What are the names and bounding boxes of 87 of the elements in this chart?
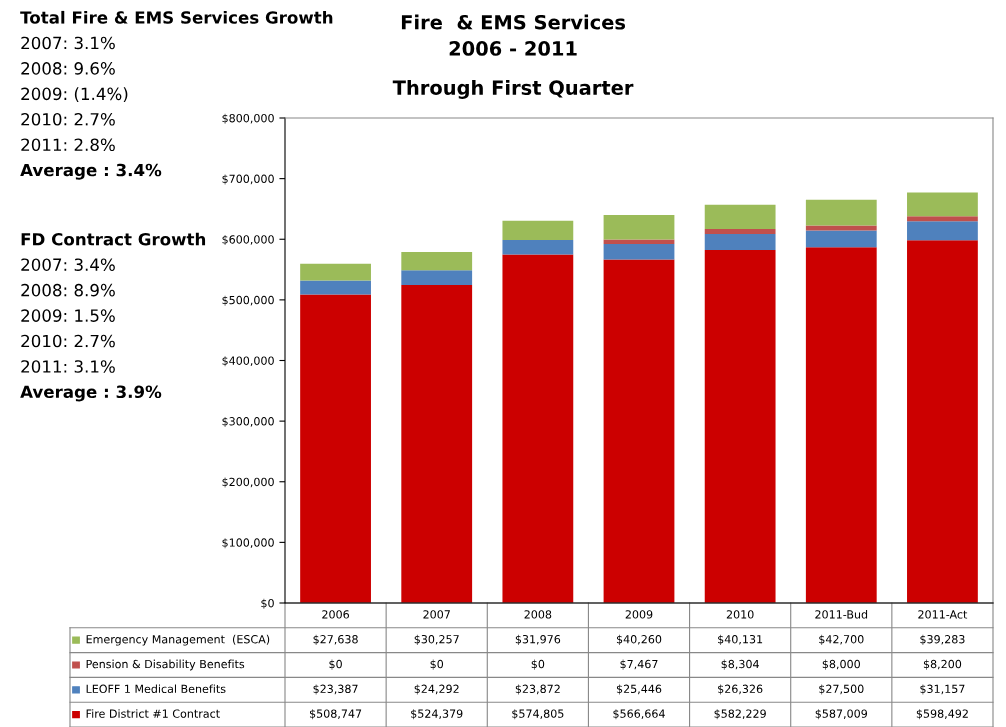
y-tick-label: $400,000 [222, 356, 274, 367]
data-label: $24,292 [414, 684, 459, 695]
data-label: $574,805 [512, 709, 564, 720]
bar [907, 216, 978, 222]
data-label: $508,747 [309, 709, 362, 720]
legend-label: LEOFF 1 Medical Benefits [86, 684, 226, 694]
text: Average : 3.9% [20, 385, 162, 402]
data-label: $0 [531, 659, 545, 670]
x-tick-label: 2010 [726, 610, 754, 619]
data-label: $566,664 [613, 709, 665, 720]
text: 2007: 3.4% [21, 258, 115, 271]
x-tick-label: 2007 [423, 610, 450, 619]
bar [907, 192, 978, 217]
text: 2011: 3.1% [21, 360, 115, 373]
bar [805, 199, 877, 226]
text: 2010: 2.7% [21, 112, 115, 126]
text: Total Fire & EMS Services Growth [20, 10, 333, 24]
bar [401, 270, 473, 286]
text: 2010: 2.7% [21, 334, 115, 348]
bar [603, 215, 675, 240]
legend-label: Emergency Management (ESCA) [86, 634, 270, 646]
text: 2007: 3.1% [21, 36, 115, 50]
bar [805, 230, 877, 248]
bar [502, 220, 574, 241]
bar [704, 204, 776, 230]
data-label: $23,387 [313, 684, 358, 695]
bar [603, 244, 675, 260]
data-label: $40,260 [616, 634, 662, 645]
y-tick-label: $700,000 [222, 174, 274, 185]
bar [300, 294, 371, 603]
bar [704, 250, 776, 603]
data-label: $8,304 [721, 659, 759, 670]
chart-subtitle: Through First Quarter [392, 79, 634, 99]
bar [704, 229, 776, 235]
x-tick-label: 2009 [625, 610, 653, 619]
x-tick-label: 2008 [524, 610, 552, 619]
bar [502, 254, 574, 603]
text: 2008: 8.9% [21, 283, 115, 297]
y-tick-label: $300,000 [222, 416, 274, 427]
y-tick-label: $0 [261, 598, 274, 609]
x-tick-label: 2006 [322, 610, 350, 619]
chart-title: Fire & EMS Services 2006 - 2011 [401, 14, 626, 56]
data-label: $8,000 [822, 659, 860, 670]
data-label: $26,326 [718, 684, 763, 695]
bar [401, 252, 473, 271]
bar [805, 247, 877, 603]
data-label: $30,257 [414, 634, 459, 645]
y-tick-label: $800,000 [222, 113, 274, 124]
bar [300, 280, 371, 295]
bar [907, 221, 978, 241]
data-label: $7,467 [620, 659, 658, 670]
x-tick-label: 2011-Act [918, 610, 968, 619]
data-label: $27,638 [313, 634, 358, 645]
text: 2009: 1.5% [21, 309, 115, 322]
y-tick-label: $500,000 [222, 295, 274, 306]
data-label: $40,131 [718, 634, 763, 645]
data-label: $39,283 [920, 634, 965, 645]
text: 2008: 9.6% [21, 62, 115, 75]
bar [907, 240, 978, 603]
data-label: $25,446 [616, 684, 662, 695]
y-tick-label: $200,000 [222, 477, 274, 488]
bar [704, 234, 776, 251]
data-label: $42,700 [819, 634, 864, 645]
data-label: $587,009 [815, 709, 868, 720]
legend-label: Fire District #1 Contract [86, 709, 220, 718]
bar [401, 285, 473, 603]
bar [603, 259, 675, 603]
data-label: $598,492 [916, 709, 968, 720]
x-tick-label: 2011-Bud [815, 610, 868, 619]
data-label: $582,229 [714, 709, 766, 720]
bar [502, 240, 574, 255]
data-label: $524,379 [411, 709, 463, 720]
data-label: $31,976 [515, 634, 561, 645]
text: 2009: (1.4%) [21, 87, 128, 103]
text: 2011: 2.8% [21, 138, 115, 152]
data-label: $31,157 [920, 684, 965, 695]
text: FD Contract Growth [21, 232, 206, 246]
y-tick-label: $100,000 [222, 538, 274, 549]
bar [300, 263, 371, 281]
legend-label: Pension & Disability Benefits [86, 659, 245, 671]
data-label: $23,872 [515, 684, 560, 695]
data-label: $0 [329, 659, 342, 670]
data-label: $8,200 [923, 659, 962, 670]
data-label: $0 [430, 659, 444, 670]
data-label: $27,500 [819, 684, 864, 695]
y-tick-label: $600,000 [222, 235, 274, 246]
text: Average : 3.4% [20, 163, 162, 180]
